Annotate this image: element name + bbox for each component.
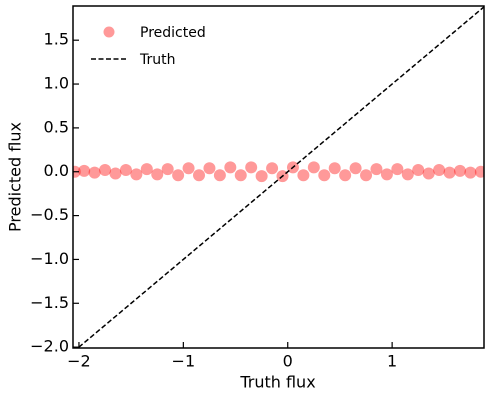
scatter-point <box>99 163 112 176</box>
x-tick-label: 1 <box>387 352 397 371</box>
scatter-point <box>172 169 185 182</box>
scatter-point <box>453 164 466 177</box>
legend-label: Truth <box>139 52 176 68</box>
y-tick-label: −0.5 <box>30 205 69 224</box>
legend-marker <box>103 26 115 38</box>
scatter-point <box>119 163 132 176</box>
y-tick-label: −2.0 <box>30 337 69 356</box>
y-tick-label: −1.5 <box>30 293 69 312</box>
scatter-point <box>349 162 362 175</box>
scatter-point <box>255 170 268 183</box>
scatter-point <box>307 161 320 174</box>
axes-frame <box>72 5 485 349</box>
y-tick-label: −1.0 <box>30 249 69 268</box>
x-axis-label: Truth flux <box>239 373 315 392</box>
scatter-point <box>182 162 195 175</box>
scatter-point <box>464 166 477 179</box>
scatter-point <box>401 168 414 181</box>
scatter-point <box>151 168 164 181</box>
scatter-point <box>213 169 226 182</box>
scatter-point <box>234 169 247 182</box>
scatter-point <box>78 164 91 177</box>
scatter-point <box>422 167 435 180</box>
scatter-point <box>474 165 484 178</box>
scatter-point <box>203 162 216 175</box>
x-tick-label: 0 <box>283 352 293 371</box>
scatter-point <box>443 166 456 179</box>
scatter-point <box>266 162 279 175</box>
scatter-point <box>245 161 258 174</box>
scatter-point <box>109 167 122 180</box>
y-tick-label: 0.5 <box>44 117 69 136</box>
scatter-point <box>391 163 404 176</box>
scatter-point <box>370 163 383 176</box>
plot-area <box>73 6 484 348</box>
legend-label: Predicted <box>140 25 206 41</box>
scatter-point <box>328 162 341 175</box>
truth-line <box>76 6 484 348</box>
scatter-point <box>318 169 331 182</box>
x-tick-label: −2 <box>67 352 91 371</box>
scatter-point <box>140 163 153 176</box>
x-tick-label: −1 <box>172 352 196 371</box>
scatter-point <box>88 166 101 179</box>
scatter-point <box>339 169 352 182</box>
scatter-point <box>130 168 143 181</box>
scatter-point <box>412 163 425 176</box>
y-tick-label: 0.0 <box>44 161 69 180</box>
scatter-point <box>380 168 393 181</box>
scatter-point <box>360 169 373 182</box>
scatter-point <box>433 163 446 176</box>
y-tick-label: 1.0 <box>44 74 69 93</box>
y-tick-label: 1.5 <box>44 30 69 49</box>
scatter-point <box>224 161 237 174</box>
scatter-point <box>161 163 174 176</box>
scatter-point <box>193 169 206 182</box>
scatter-point <box>297 169 310 182</box>
y-axis-label: Predicted flux <box>6 122 25 232</box>
